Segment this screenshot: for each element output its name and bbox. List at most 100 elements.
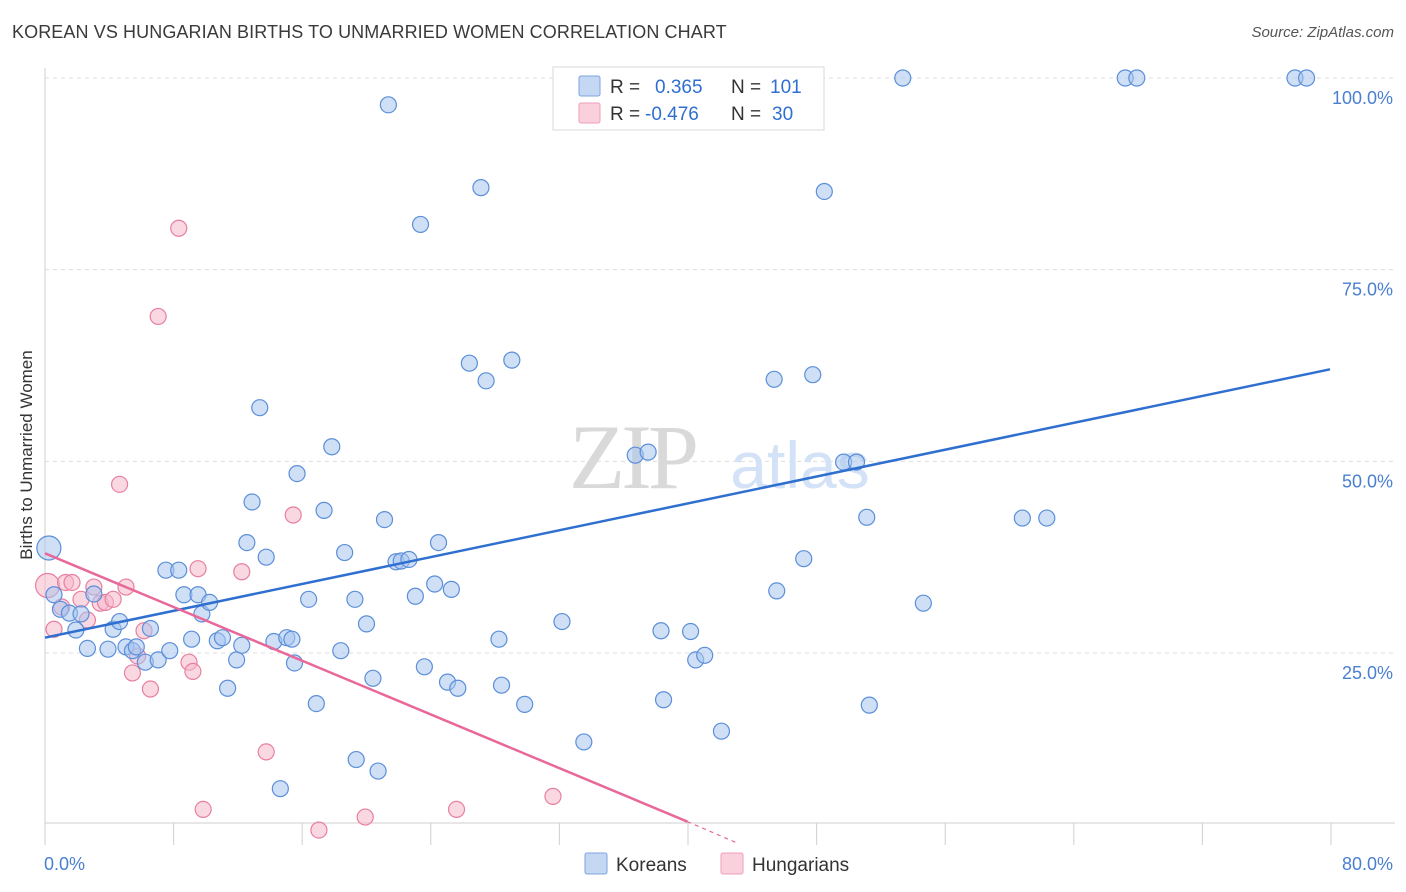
- watermark: ZIP atlas: [569, 406, 870, 508]
- hungarians-point: [447, 800, 466, 819]
- koreans-point: [472, 179, 490, 197]
- koreans-point: [170, 561, 188, 579]
- legend-swatch-hungarians: [578, 102, 601, 124]
- koreans-point: [357, 615, 376, 633]
- koreans-trend-line: [44, 368, 1331, 639]
- koreans-point: [1297, 69, 1316, 87]
- koreans-point: [323, 438, 341, 456]
- y-axis-label: Births to Unmarried Women: [17, 350, 36, 559]
- koreans-point: [460, 354, 478, 372]
- bottom-legend: Koreans Hungarians: [584, 852, 849, 876]
- legend-r-label-hungarians: R =: [610, 104, 640, 125]
- koreans-point: [213, 629, 232, 647]
- legend-n-label-hungarians: N =: [731, 104, 761, 125]
- koreans-point: [369, 762, 387, 780]
- bottom-legend-swatch-koreans: [584, 852, 608, 875]
- y-tick-label: 75.0%: [1342, 280, 1393, 300]
- koreans-point: [492, 676, 511, 694]
- legend-n-value-koreans: 101: [770, 77, 802, 98]
- koreans-point: [449, 679, 467, 697]
- koreans-point: [243, 493, 261, 511]
- koreans-point: [681, 622, 700, 641]
- bottom-legend-label-koreans: Koreans: [616, 855, 687, 876]
- koreans-points: [36, 69, 1316, 798]
- koreans-point: [78, 639, 97, 658]
- koreans-point: [45, 586, 63, 604]
- koreans-point: [127, 638, 145, 656]
- koreans-point: [379, 96, 397, 114]
- koreans-point: [914, 594, 932, 612]
- koreans-point: [315, 501, 333, 519]
- legend-r-value-hungarians: -0.476: [645, 104, 699, 125]
- hungarians-point: [149, 307, 167, 326]
- hungarians-point: [189, 560, 207, 578]
- koreans-point: [411, 215, 430, 234]
- koreans-point: [346, 590, 364, 608]
- hungarians-point: [45, 620, 63, 638]
- chart-title: KOREAN VS HUNGARIAN BIRTHS TO UNMARRIED …: [12, 22, 727, 42]
- koreans-point: [639, 443, 657, 461]
- hungarians-point: [110, 475, 129, 493]
- legend-n-value-hungarians: 30: [772, 104, 793, 125]
- koreans-point: [238, 533, 256, 552]
- x-tick-label-max: 80.0%: [1342, 854, 1393, 874]
- hungarians-trend-line: [44, 552, 688, 823]
- koreans-point: [288, 465, 306, 483]
- hungarians-trend-extension: [687, 821, 736, 843]
- koreans-point: [503, 351, 521, 369]
- koreans-point: [99, 640, 117, 658]
- koreans-point: [406, 587, 424, 605]
- koreans-point: [894, 69, 912, 87]
- koreans-point: [415, 658, 433, 676]
- legend-r-label-koreans: R =: [610, 77, 640, 98]
- hungarians-point: [310, 821, 328, 839]
- koreans-point: [477, 372, 495, 390]
- hungarians-point: [284, 506, 302, 524]
- koreans-point: [257, 548, 275, 566]
- koreans-point: [300, 590, 318, 608]
- hungarians-point: [194, 800, 212, 819]
- koreans-point: [442, 580, 460, 598]
- koreans-point: [364, 669, 382, 687]
- hungarians-point: [184, 662, 202, 681]
- source-label: Source: ZipAtlas.com: [1251, 24, 1394, 41]
- legend-swatch-koreans: [578, 75, 601, 97]
- koreans-point: [795, 550, 813, 568]
- koreans-point: [332, 642, 350, 660]
- koreans-point: [768, 582, 786, 600]
- x-tick-label-min: 0.0%: [44, 854, 85, 874]
- koreans-point: [1128, 69, 1146, 87]
- axes: [44, 68, 1395, 845]
- y-tick-labels: 100.0% 75.0% 50.0% 25.0%: [1332, 88, 1393, 683]
- hungarians-point: [544, 787, 562, 805]
- legend-n-label-koreans: N =: [731, 77, 761, 98]
- koreans-point: [712, 722, 731, 740]
- hungarians-point: [170, 219, 188, 237]
- koreans-point: [141, 619, 160, 638]
- bottom-legend-swatch-hungarians: [720, 852, 744, 875]
- koreans-point: [847, 453, 866, 471]
- koreans-point: [804, 366, 822, 384]
- hungarians-point: [233, 563, 251, 581]
- hungarians-point: [123, 664, 142, 682]
- koreans-point: [347, 750, 365, 769]
- koreans-point: [36, 535, 62, 561]
- legend: R = 0.365 N = 101 R = -0.476 N = 30: [552, 66, 825, 131]
- trend-lines: [44, 368, 1331, 843]
- koreans-point: [553, 612, 571, 631]
- koreans-point: [375, 510, 394, 529]
- koreans-point: [1038, 509, 1056, 527]
- koreans-point: [72, 605, 90, 623]
- koreans-point: [426, 575, 444, 593]
- koreans-point: [815, 182, 833, 201]
- koreans-point: [575, 733, 593, 751]
- koreans-point: [271, 780, 289, 798]
- koreans-point: [183, 630, 201, 648]
- legend-r-value-koreans: 0.365: [655, 77, 703, 98]
- hungarians-point: [257, 743, 275, 761]
- bottom-legend-label-hungarians: Hungarians: [752, 855, 849, 876]
- hungarians-point: [63, 573, 81, 592]
- hungarians-point: [104, 590, 122, 608]
- koreans-point: [429, 533, 448, 552]
- koreans-point: [307, 694, 325, 713]
